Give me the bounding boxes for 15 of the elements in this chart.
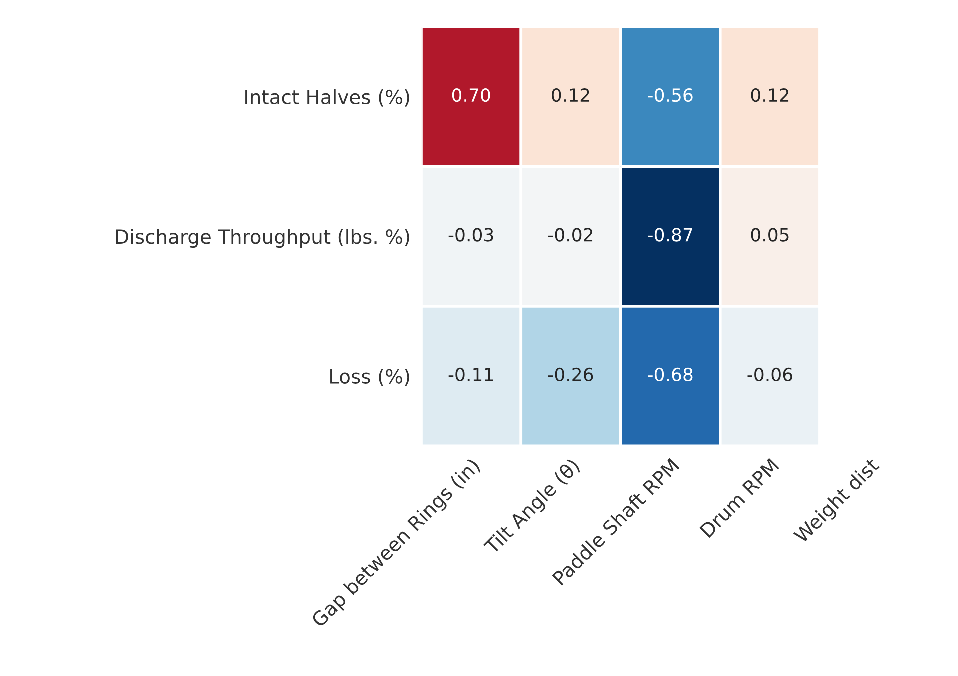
data-label: 0.12 [552, 88, 590, 102]
data-label: -0.87 [648, 228, 692, 242]
data-label: -0.03 [448, 228, 494, 242]
data-label: 0.12 [751, 88, 789, 102]
data-label: -0.26 [548, 368, 594, 382]
data-label: -0.68 [648, 368, 693, 382]
data-label: 0.70 [452, 88, 490, 102]
y-tick-label: Intact Halves (%) [246, 90, 410, 107]
data-label: 0.05 [751, 228, 789, 242]
data-label: -0.56 [648, 88, 693, 102]
data-label: -0.11 [448, 368, 494, 382]
data-label: -0.06 [748, 368, 792, 382]
data-label: -0.02 [548, 228, 593, 242]
y-tick-label: Loss (%) [330, 368, 410, 386]
y-tick-label: Discharge Throughput (lbs. %) [116, 229, 410, 248]
